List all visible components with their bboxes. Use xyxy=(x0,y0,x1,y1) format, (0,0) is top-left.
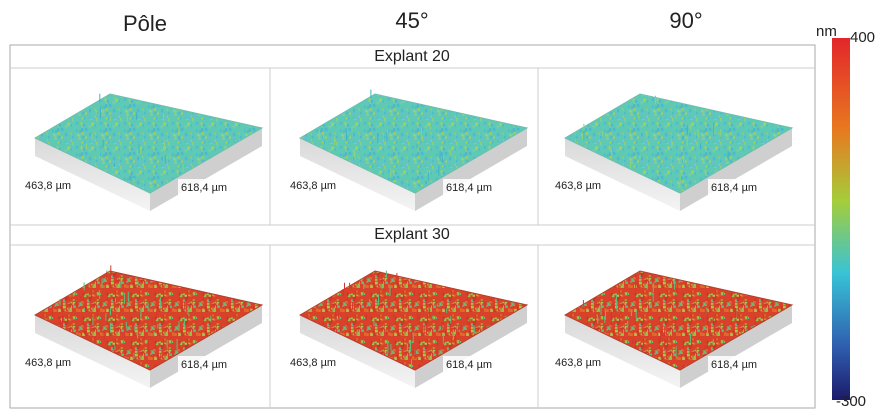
surface-side xyxy=(35,138,150,211)
surface-side xyxy=(565,315,680,388)
colorbar-min: -300 xyxy=(836,393,866,410)
dim-label-bg xyxy=(22,177,78,193)
dim-label-bg xyxy=(287,177,343,193)
length-label: 618,4 µm xyxy=(711,359,757,371)
surface-side xyxy=(35,315,150,388)
dim-label-bg xyxy=(178,179,234,195)
dim-label-bg xyxy=(708,179,764,195)
length-label: 618,4 µm xyxy=(181,182,227,194)
width-label: 463,8 µm xyxy=(290,357,336,369)
dim-label-bg xyxy=(552,354,608,370)
dim-label-bg xyxy=(287,354,343,370)
length-label: 618,4 µm xyxy=(446,182,492,194)
surface-side xyxy=(565,138,680,211)
length-label: 618,4 µm xyxy=(711,182,757,194)
surface-top xyxy=(298,93,529,194)
colorbar-max: 400 xyxy=(850,29,875,46)
length-label: 618,4 µm xyxy=(446,359,492,371)
dim-label-bg xyxy=(552,177,608,193)
surface-top xyxy=(563,270,794,371)
width-label: 463,8 µm xyxy=(25,180,71,192)
row-title: Explant 30 xyxy=(374,226,450,243)
colorbar-unit: nm xyxy=(816,23,837,40)
surface-side xyxy=(300,315,415,388)
width-label: 463,8 µm xyxy=(555,357,601,369)
column-header: 90° xyxy=(669,8,702,33)
width-label: 463,8 µm xyxy=(25,357,71,369)
row-title: Explant 20 xyxy=(374,48,450,65)
surface-top xyxy=(33,93,264,194)
dim-label-bg xyxy=(443,356,499,372)
dim-label-bg xyxy=(708,356,764,372)
frame xyxy=(9,44,816,409)
dim-label-bg xyxy=(443,179,499,195)
length-label: 618,4 µm xyxy=(181,359,227,371)
surface-top xyxy=(33,270,264,371)
width-label: 463,8 µm xyxy=(555,180,601,192)
dim-label-bg xyxy=(22,354,78,370)
surface-top xyxy=(563,93,794,194)
colorbar xyxy=(832,38,850,400)
dim-label-bg xyxy=(178,356,234,372)
width-label: 463,8 µm xyxy=(290,180,336,192)
column-header: Pôle xyxy=(123,11,167,36)
column-header: 45° xyxy=(395,8,428,33)
surface-side xyxy=(300,138,415,211)
